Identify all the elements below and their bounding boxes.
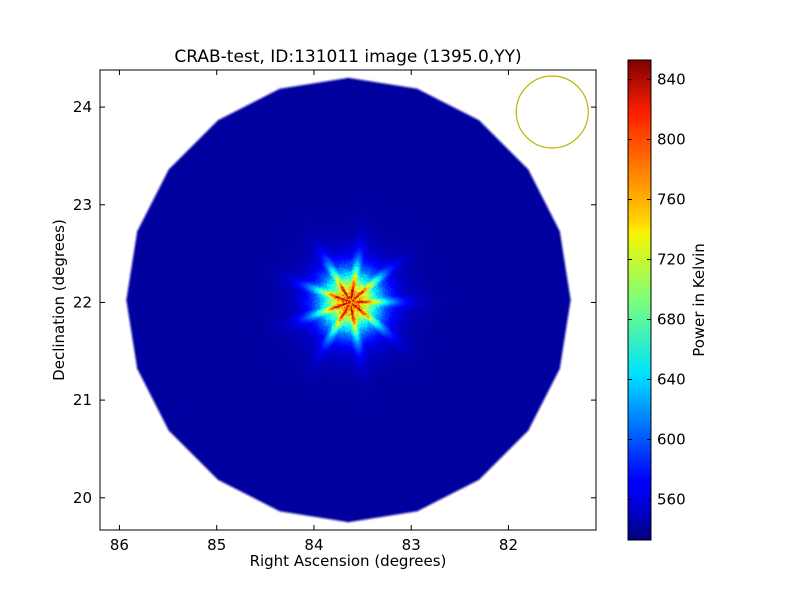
x-tick-label: 85: [207, 536, 226, 554]
colorbar-gradient: [627, 59, 652, 541]
y-tick-label: 21: [73, 391, 92, 409]
colorbar-label: Power in Kelvin: [690, 243, 708, 357]
beam-circle: [515, 75, 589, 149]
colorbar-tick-label: 600: [657, 431, 686, 449]
colorbar: 560 600 640 680 720 760 800 840 Power in Kelvin: [627, 59, 708, 541]
colorbar-ticks: 560 600 640 680 720 760 800 840: [628, 71, 686, 509]
plot-frame: [99, 69, 597, 531]
y-tick-label: 24: [73, 98, 92, 116]
y-tick-label: 23: [73, 196, 92, 214]
y-axis-label: Declination (degrees): [50, 219, 68, 381]
x-axis: 86 85 84 83 82: [110, 70, 518, 554]
colorbar-tick-label: 560: [657, 491, 686, 509]
x-tick-label: 84: [304, 536, 323, 554]
x-axis-label: Right Ascension (degrees): [250, 552, 447, 570]
colorbar-tick-label: 800: [657, 131, 686, 149]
colorbar-tick-label: 840: [657, 71, 686, 89]
colorbar-tick-label: 640: [657, 371, 686, 389]
heatmap-image: [100, 70, 596, 530]
x-tick-label: 83: [402, 536, 421, 554]
colorbar-tick-label: 760: [657, 191, 686, 209]
colorbar-tick-label: 680: [657, 311, 686, 329]
x-tick-label: 86: [110, 536, 129, 554]
y-tick-label: 20: [73, 489, 92, 507]
y-axis: 20 21 22 23 24: [73, 98, 596, 507]
chart-title: CRAB-test, ID:131011 image (1395.0,YY): [174, 47, 521, 67]
colorbar-tick-label: 720: [657, 251, 686, 269]
x-tick-label: 82: [499, 536, 518, 554]
plot-area: [100, 70, 596, 530]
y-tick-label: 22: [73, 293, 92, 311]
